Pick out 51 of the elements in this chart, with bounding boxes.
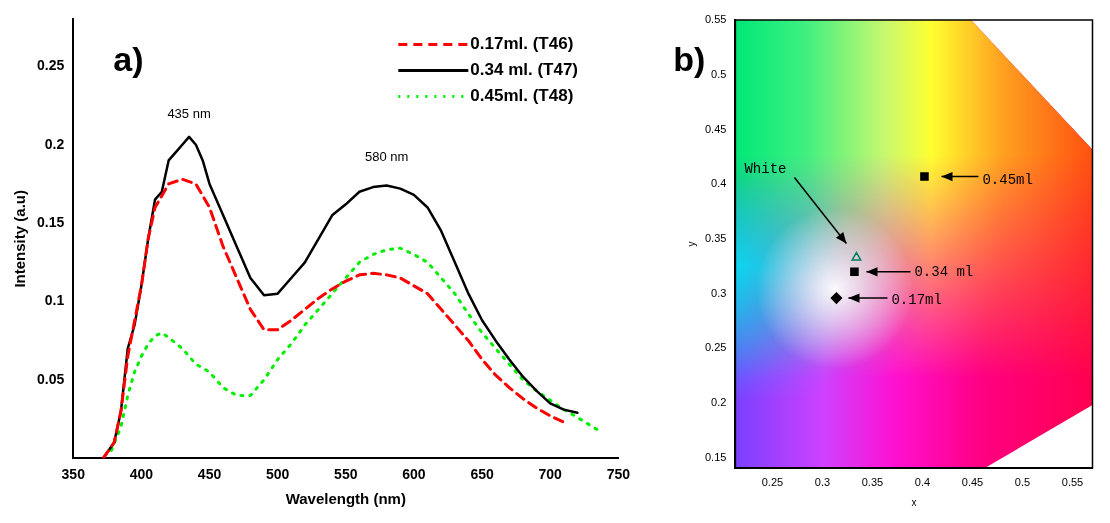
x-tick-label: 350 <box>61 466 86 483</box>
text: b) <box>673 40 706 79</box>
y-tick-label: 0.2 <box>711 396 727 409</box>
annotation: 0.34 ml <box>914 263 974 280</box>
point <box>830 292 843 304</box>
x-tick-label: 550 <box>334 466 358 483</box>
y-tick-label: 0.2 <box>44 135 65 152</box>
annotation: White <box>744 161 787 178</box>
x-tick-label: 400 <box>129 466 154 483</box>
legend-label: 0.45ml. (T48) <box>470 86 574 106</box>
x-tick-label: 0.45 <box>961 476 984 489</box>
x-tick-label: 0.55 <box>1061 476 1084 489</box>
annotation: 435 nm <box>167 106 211 122</box>
line-series <box>109 246 600 452</box>
x-tick-label: 650 <box>470 466 494 483</box>
legend-label: 0.17ml. (T46) <box>470 34 574 54</box>
x-tick-label: 0.35 <box>861 476 884 489</box>
y-tick-label: 0.5 <box>711 67 727 80</box>
x-tick-label: 750 <box>606 466 631 483</box>
y-tick-label: 0.15 <box>704 450 727 463</box>
x-tick-label: 0.5 <box>1014 476 1031 489</box>
y-tick-label: 0.05 <box>37 370 65 387</box>
x-axis-title: x <box>911 496 917 508</box>
y-axis-title: Intensity (a.u) <box>11 190 29 288</box>
x-axis-title: Wavelength (nm) <box>285 490 406 508</box>
y-tick-label: 0.45 <box>704 122 727 135</box>
annotation: 0.17ml <box>891 291 942 308</box>
text: a) <box>113 39 144 78</box>
y-tick-label: 0.55 <box>704 13 727 26</box>
x-tick-label: 0.3 <box>814 476 831 489</box>
x-tick-label: 0.4 <box>914 476 931 489</box>
y-tick-label: 0.1 <box>44 292 65 309</box>
y-axis-title: y <box>685 241 697 247</box>
annotation: 580 nm <box>364 148 409 164</box>
x-tick-label: 700 <box>538 466 563 483</box>
point <box>851 251 862 261</box>
annotation: 0.45ml <box>982 172 1033 189</box>
point <box>920 172 929 181</box>
x-tick-label: 600 <box>402 466 426 483</box>
y-tick-label: 0.25 <box>704 341 727 354</box>
legend-label: 0.34 ml. (T47) <box>470 60 579 80</box>
point <box>850 267 859 277</box>
y-tick-label: 0.15 <box>37 213 65 230</box>
x-tick-label: 450 <box>197 466 222 483</box>
y-tick-label: 0.25 <box>37 57 65 74</box>
y-tick-label: 0.3 <box>711 286 727 299</box>
x-tick-label: 500 <box>265 466 290 483</box>
y-tick-label: 0.35 <box>704 232 727 244</box>
x-tick-label: 0.25 <box>761 476 784 489</box>
line-series <box>101 177 566 459</box>
y-tick-label: 0.4 <box>711 177 727 190</box>
